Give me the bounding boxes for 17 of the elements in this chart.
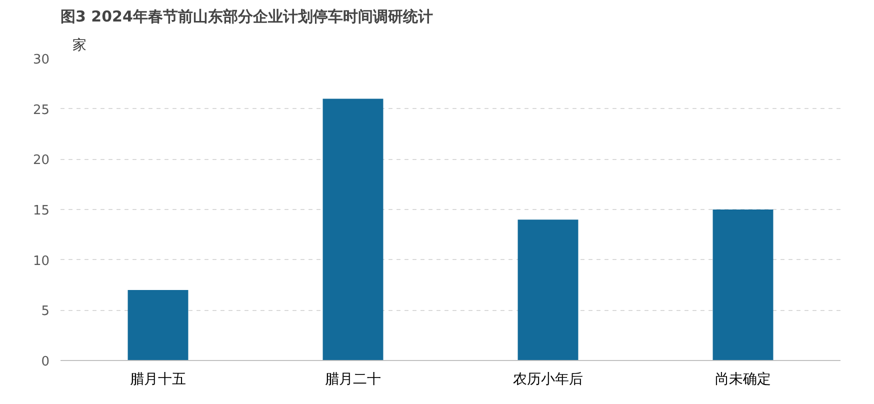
y-tick-label: 25	[32, 102, 50, 118]
y-axis-title: 家	[72, 38, 86, 54]
x-tick-label: 农历小年后	[513, 372, 583, 388]
chart-title: 图3 2024年春节前山东部分企业计划停车时间调研统计	[60, 8, 433, 26]
x-tick-label: 腊月十五	[130, 372, 186, 388]
y-tick-label: 10	[32, 254, 50, 269]
bar	[128, 290, 188, 360]
x-tick-label: 尚未确定	[715, 372, 771, 388]
bar	[518, 220, 578, 360]
y-tick-label: 15	[32, 204, 50, 218]
y-tick-label: 0	[41, 354, 50, 370]
x-tick-label: 腊月二十	[325, 372, 381, 388]
y-tick-label: 30	[32, 52, 50, 68]
bar	[322, 98, 384, 360]
y-tick-label: 5	[41, 304, 50, 320]
y-tick-label: 20	[32, 153, 50, 168]
bar	[712, 210, 774, 360]
